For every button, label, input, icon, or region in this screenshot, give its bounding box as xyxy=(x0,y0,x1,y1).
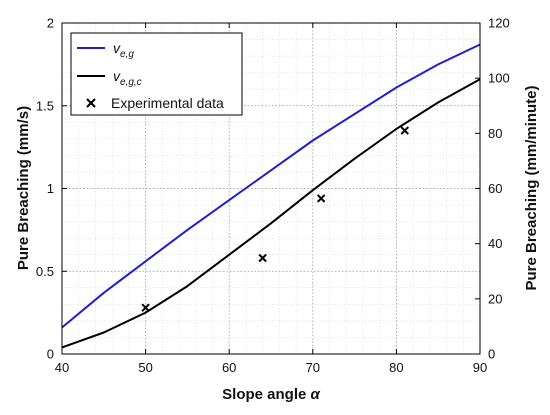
y-tick-label-right: 100 xyxy=(488,71,510,86)
y-tick-label-left: 1 xyxy=(47,181,54,196)
data-point-experimental xyxy=(141,303,150,312)
series-line-1 xyxy=(61,78,481,349)
x-tick-label: 60 xyxy=(222,360,236,375)
data-point-stroke xyxy=(141,303,150,312)
y-tick-label-left: 2 xyxy=(47,16,54,31)
x-axis-label: Slope angle α xyxy=(222,386,320,403)
series-layer xyxy=(61,43,481,349)
y-tick-label-left: 0.5 xyxy=(36,264,54,279)
data-point-experimental xyxy=(258,253,267,263)
series-line-0 xyxy=(61,43,481,329)
legend-marker-experimental xyxy=(86,98,96,108)
y-axis-label-right: Pure Breaching (mm/minute) xyxy=(523,85,540,290)
y-tick-label-left: 0 xyxy=(47,347,54,362)
legend: ve,g ve,g,c Experimental data xyxy=(70,32,243,116)
legend-box xyxy=(70,32,243,116)
x-tick-label: 50 xyxy=(138,360,152,375)
y-axis-label-left: Pure Breaching (mm/s) xyxy=(15,106,32,270)
x-tick-label: 70 xyxy=(306,360,320,375)
y-tick-label-right: 80 xyxy=(488,126,502,141)
y-tick-label-right: 40 xyxy=(488,236,502,251)
data-point-stroke xyxy=(316,194,326,203)
legend-entry-ve-g-c: ve,g,c xyxy=(113,68,142,88)
data-point-experimental xyxy=(316,194,326,203)
y-tick-label-left: 1.5 xyxy=(36,98,54,113)
data-point-stroke xyxy=(258,253,267,263)
y-tick-label-right: 0 xyxy=(488,347,495,362)
x-tick-label: 80 xyxy=(389,360,403,375)
x-tick-label: 90 xyxy=(473,360,487,375)
legend-entry-experimental: Experimental data xyxy=(111,95,224,111)
data-point-experimental xyxy=(400,126,409,135)
legend-entry-ve-g: ve,g xyxy=(113,40,134,60)
y-tick-label-right: 20 xyxy=(488,291,502,306)
x-tick-label: 40 xyxy=(55,360,69,375)
data-point-stroke xyxy=(400,126,409,135)
y-tick-label-right: 120 xyxy=(488,16,510,31)
y-tick-label-right: 60 xyxy=(488,181,502,196)
